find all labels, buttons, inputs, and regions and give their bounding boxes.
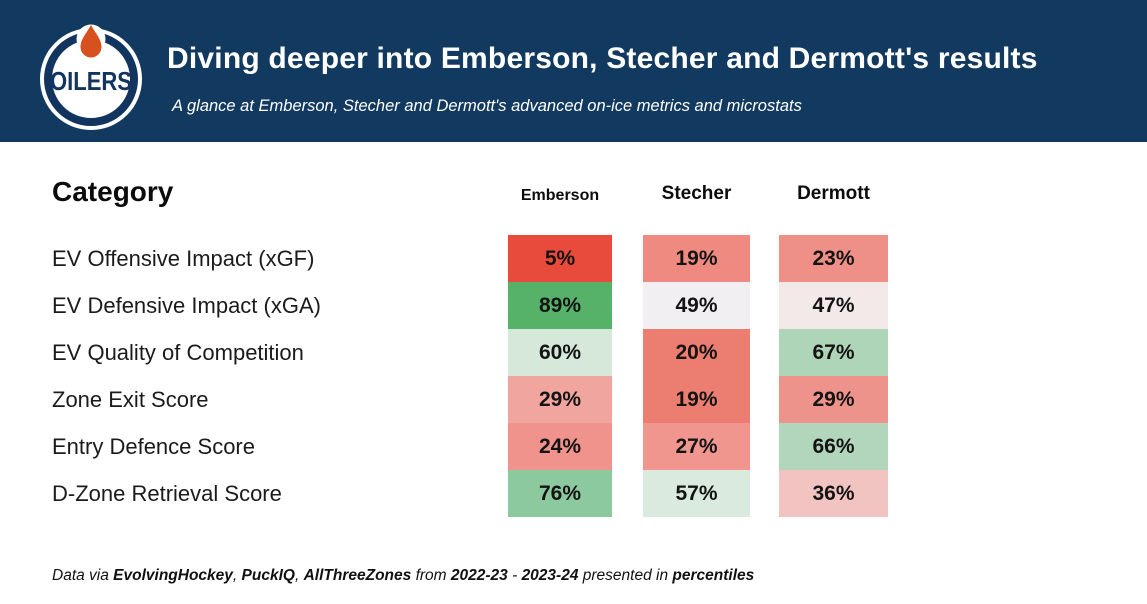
cell-dermott-zone-exit: 29% [779,376,888,423]
cell-stecher-dzone-retrieval: 57% [643,470,750,517]
column-emberson: 5% 89% 60% 29% 24% 76% [508,235,612,517]
footer-source-evolvinghockey: EvolvingHockey [113,567,233,584]
column-dermott: 23% 47% 67% 29% 66% 36% [779,235,888,517]
column-stecher: 19% 49% 20% 19% 27% 57% [643,235,750,517]
footer-source-puckiq: PuckIQ [241,567,295,584]
page-title: Diving deeper into Emberson, Stecher and… [167,42,1038,75]
data-source-attribution: Data via EvolvingHockey, PuckIQ, AllThre… [52,567,754,585]
cell-dermott-quality-competition: 67% [779,329,888,376]
footer-percentiles-note: percentiles [672,567,755,584]
footer-source-allthreezones: AllThreeZones [303,567,412,584]
row-label-ev-offensive-impact: EV Offensive Impact (xGF) [52,245,315,271]
footer-text: , [294,567,304,584]
cell-dermott-entry-defence: 66% [779,423,888,470]
cell-dermott-dzone-retrieval: 36% [779,470,888,517]
footer-season-start: 2022-23 [450,567,508,584]
row-label-entry-defence-score: Entry Defence Score [52,433,255,459]
cell-emberson-ev-offensive: 5% [508,235,612,282]
cell-stecher-entry-defence: 27% [643,423,750,470]
footer-text: from [411,567,451,584]
cell-emberson-quality-competition: 60% [508,329,612,376]
cell-emberson-zone-exit: 29% [508,376,612,423]
header-banner: OILERS Diving deeper into Emberson, Stec… [0,0,1147,142]
cell-dermott-ev-defensive: 47% [779,282,888,329]
category-column-header: Category [52,176,174,207]
footer-text: - [507,567,522,584]
cell-emberson-ev-defensive: 89% [508,282,612,329]
player-column-header-emberson: Emberson [520,187,600,204]
footer-text: presented in [578,567,673,584]
footer-season-end: 2023-24 [521,567,579,584]
footer-text: , [232,567,242,584]
row-label-zone-exit-score: Zone Exit Score [52,386,209,412]
player-column-header-dermott: Dermott [797,183,870,204]
oilers-logo: OILERS [40,24,142,130]
cell-stecher-ev-defensive: 49% [643,282,750,329]
row-label-d-zone-retrieval-score: D-Zone Retrieval Score [52,480,282,506]
cell-stecher-quality-competition: 20% [643,329,750,376]
cell-dermott-ev-offensive: 23% [779,235,888,282]
row-label-ev-defensive-impact: EV Defensive Impact (xGA) [52,292,321,318]
cell-emberson-entry-defence: 24% [508,423,612,470]
oil-drop-icon [80,25,102,58]
category-row-labels: EV Offensive Impact (xGF) EV Defensive I… [52,235,321,517]
footer-text: Data via [52,567,114,584]
cell-emberson-dzone-retrieval: 76% [508,470,612,517]
page-subtitle: A glance at Emberson, Stecher and Dermot… [172,97,802,115]
oilers-wordmark: OILERS [50,66,132,96]
row-label-ev-quality-of-competition: EV Quality of Competition [52,339,304,365]
cell-stecher-zone-exit: 19% [643,376,750,423]
cell-stecher-ev-offensive: 19% [643,235,750,282]
player-column-header-stecher: Stecher [661,183,732,204]
